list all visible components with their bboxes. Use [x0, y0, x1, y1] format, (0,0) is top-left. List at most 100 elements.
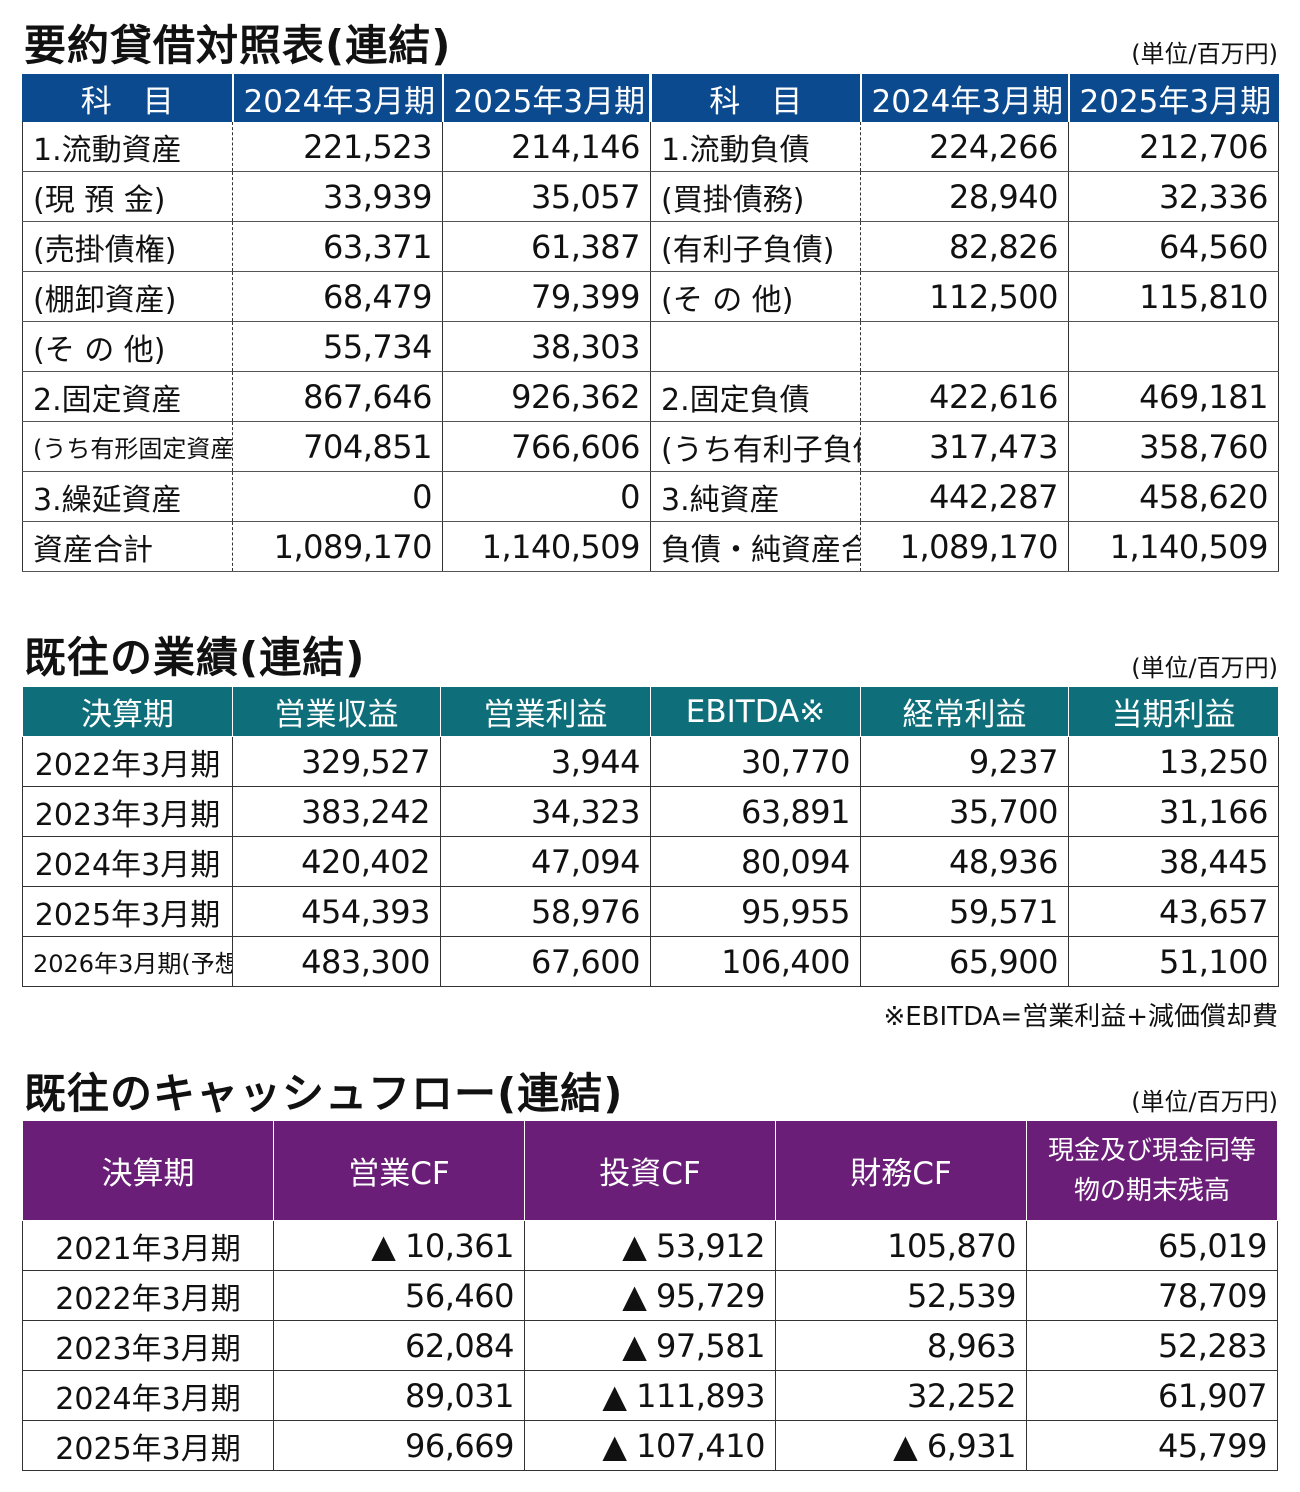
cell-value: 317,473: [860, 421, 1069, 472]
cell-value: 442,287: [860, 471, 1069, 522]
row-label: (棚卸資産): [22, 271, 233, 322]
column-header: EBITDA※: [650, 686, 861, 737]
cell-value: 67,600: [440, 936, 651, 987]
row-label: 2024年3月期: [22, 1370, 274, 1421]
row-label: (うち有形固定資産): [22, 421, 233, 472]
cell-value: 35,700: [860, 786, 1069, 837]
cell-value: 55,734: [232, 321, 443, 372]
table-row: 2022年3月期 56,460 ▲ 95,729 52,539 78,709: [22, 1270, 1278, 1321]
table-row: 2025年3月期 96,669 ▲ 107,410 ▲ 6,931 45,799: [22, 1420, 1278, 1471]
performance-title: 既往の業績(連結): [24, 633, 366, 682]
table-row: (そ の 他) 55,734 38,303: [22, 321, 1279, 372]
cell-value: 79,399: [442, 271, 651, 322]
cell-value: 1,089,170: [232, 521, 443, 572]
cashflow-table: 決算期 営業CF 投資CF 財務CF 現金及び現金同等物の期末残高 2021年3月期 ▲ 1…: [22, 1120, 1278, 1471]
cashflow-unit: (単位/百万円): [1131, 1088, 1278, 1116]
row-label: 2021年3月期: [22, 1220, 274, 1271]
column-header: 営業利益: [440, 686, 651, 737]
column-header: 科 目: [649, 74, 861, 122]
cell-value: 68,479: [232, 271, 443, 322]
cell-value: 58,976: [440, 886, 651, 937]
cell-value: 766,606: [442, 421, 651, 472]
cell-value: 1,140,509: [1068, 521, 1279, 572]
cell-value: ▲ 6,931: [775, 1420, 1027, 1471]
cell-value: 96,669: [273, 1420, 525, 1471]
row-label: (そ の 他): [22, 321, 233, 372]
table-row: 1.流動資産 221,523 214,146 1.流動負債 224,266 212,706: [22, 121, 1279, 172]
table-row: 2025年3月期 454,393 58,976 95,955 59,571 43,657: [22, 886, 1279, 937]
column-header: 営業収益: [232, 686, 441, 737]
cell-value: 224,266: [860, 121, 1069, 172]
cell-value: 34,323: [440, 786, 651, 837]
column-header: 当期利益: [1068, 686, 1279, 737]
cell-value: 28,940: [860, 171, 1069, 222]
cell-value: ▲ 97,581: [524, 1320, 776, 1371]
table-row: 2023年3月期 383,242 34,323 63,891 35,700 31,166: [22, 786, 1279, 837]
row-label: 2025年3月期: [22, 1420, 274, 1471]
cell-value: 51,100: [1068, 936, 1279, 987]
cell-value: [860, 321, 1069, 372]
cell-value: 32,336: [1068, 171, 1279, 222]
cell-value: 80,094: [650, 836, 861, 887]
cell-value: [1068, 321, 1279, 372]
cell-value: 56,460: [273, 1270, 525, 1321]
row-label: 2022年3月期: [22, 736, 233, 787]
cell-value: 65,019: [1026, 1220, 1278, 1271]
balance-sheet-table: 科 目 2024年3月期 2025年3月期科 目 2024年3月期 2025年3月期 1.…: [22, 74, 1279, 572]
table-row: 資産合計1,089,1701,140,509負債・純資産合計1,089,1701…: [22, 521, 1279, 572]
column-header: 投資CF: [524, 1120, 776, 1221]
cell-value: 483,300: [232, 936, 441, 987]
performance-unit: (単位/百万円): [1131, 654, 1278, 682]
table-row: 3.繰延資産 0 0 3.純資産 442,287 458,620: [22, 471, 1279, 522]
cell-value: 3,944: [440, 736, 651, 787]
cell-value: 454,393: [232, 886, 441, 937]
cell-value: 78,709: [1026, 1270, 1278, 1321]
row-label: 2.固定資産: [22, 371, 233, 422]
cell-value: 0: [232, 471, 443, 522]
cell-value: 33,939: [232, 171, 443, 222]
cell-value: 704,851: [232, 421, 443, 472]
cell-value: 63,371: [232, 221, 443, 272]
cell-value: ▲ 53,912: [524, 1220, 776, 1271]
column-header: 科 目: [22, 74, 233, 122]
cell-value: 0: [442, 471, 651, 522]
cell-value: 1,140,509: [442, 521, 651, 572]
cell-value: 422,616: [860, 371, 1069, 422]
row-label: 2024年3月期: [22, 836, 233, 887]
cell-value: 112,500: [860, 271, 1069, 322]
row-label: 1.流動負債: [650, 121, 861, 172]
cell-value: 115,810: [1068, 271, 1279, 322]
row-label: 2026年3月期(予想): [22, 936, 233, 987]
cell-value: 38,303: [442, 321, 651, 372]
cell-value: ▲ 95,729: [524, 1270, 776, 1321]
column-header: 2025年3月期: [441, 74, 651, 122]
cell-value: 13,250: [1068, 736, 1279, 787]
cell-value: 95,955: [650, 886, 861, 937]
cell-value: 32,252: [775, 1370, 1027, 1421]
cell-value: 867,646: [232, 371, 443, 422]
cell-value: 63,891: [650, 786, 861, 837]
row-label: 2023年3月期: [22, 786, 233, 837]
cell-value: 106,400: [650, 936, 861, 987]
cashflow-title: 既往のキャッシュフロー(連結): [24, 1069, 624, 1118]
row-label: 2.固定負債: [650, 371, 861, 422]
table-row: 2022年3月期 329,527 3,944 30,770 9,237 13,250: [22, 736, 1279, 787]
cell-value: 383,242: [232, 786, 441, 837]
table-row: (売掛債権) 63,371 61,387 (有利子負債) 82,826 64,560: [22, 221, 1279, 272]
column-header: 財務CF: [775, 1120, 1027, 1221]
cell-value: 105,870: [775, 1220, 1027, 1271]
cell-value: 43,657: [1068, 886, 1279, 937]
row-label: 3.純資産: [650, 471, 861, 522]
table-row: 2.固定資産 867,646 926,362 2.固定負債 422,616 469,181: [22, 371, 1279, 422]
column-header: 営業CF: [273, 1120, 525, 1221]
cell-value: 9,237: [860, 736, 1069, 787]
cell-value: 38,445: [1068, 836, 1279, 887]
cell-value: 469,181: [1068, 371, 1279, 422]
performance-table: 決算期 営業収益 営業利益 EBITDA※ 経常利益 当期利益 2022年3月期 329,52…: [22, 686, 1279, 987]
cell-value: 1,089,170: [860, 521, 1069, 572]
cell-value: 61,387: [442, 221, 651, 272]
table-row: (現 預 金) 33,939 35,057 (買掛債務) 28,940 32,336: [22, 171, 1279, 222]
cell-value: 30,770: [650, 736, 861, 787]
row-label: 資産合計: [22, 521, 233, 572]
cell-value: 358,760: [1068, 421, 1279, 472]
